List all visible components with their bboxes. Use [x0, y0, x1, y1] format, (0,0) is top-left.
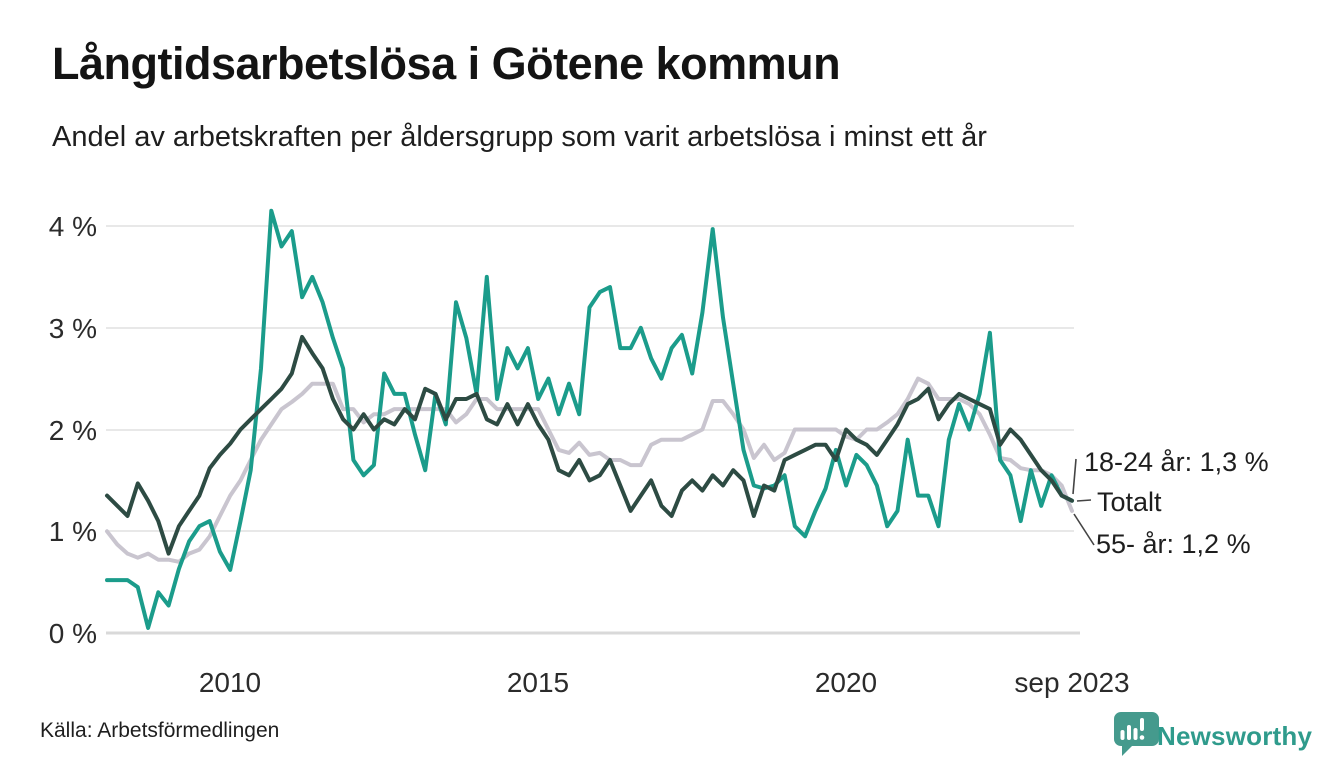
end-label-55: 55- år: 1,2 %: [1096, 529, 1251, 559]
annotations: 18-24 år: 1,3 % Totalt 55- år: 1,2 %: [1084, 447, 1269, 559]
newsworthy-logo: Newsworthy: [1114, 712, 1312, 756]
y-tick-label: 2 %: [49, 415, 97, 446]
exclamation-icon: [1140, 718, 1144, 731]
series-line-55-r: [105, 376, 1074, 564]
page-title: Långtidsarbetslösa i Götene kommun: [52, 38, 841, 89]
bar-icon: [1127, 725, 1131, 740]
y-axis: 0 % 1 % 2 % 3 % 4 %: [49, 211, 97, 649]
y-tick-label: 1 %: [49, 516, 97, 547]
y-tick-label: 3 %: [49, 313, 97, 344]
end-label-totalt: Totalt: [1097, 487, 1162, 517]
leader-line-18-24: [1072, 458, 1077, 495]
series-line-totalt: [105, 334, 1074, 556]
y-tick-label: 0 %: [49, 618, 97, 649]
newsworthy-wordmark: Newsworthy: [1157, 721, 1312, 751]
gridlines: [106, 225, 1080, 635]
chart-subtitle: Andel av arbetskraften per åldersgrupp s…: [52, 121, 987, 153]
bar-icon: [1120, 730, 1125, 740]
leader-line-totalt: [1076, 499, 1092, 502]
source-caption: Källa: Arbetsförmedlingen: [40, 719, 280, 742]
x-tick-label: 2015: [507, 667, 569, 698]
exclamation-dot: [1139, 735, 1145, 740]
series-line-18-24-r: [105, 208, 1074, 630]
leader-line-55: [1073, 513, 1095, 546]
end-label-18-24: 18-24 år: 1,3 %: [1084, 447, 1269, 477]
annotation-leaders: [1072, 458, 1095, 546]
x-axis: 2010 2015 2020 sep 2023: [199, 667, 1130, 698]
x-tick-label: 2020: [815, 667, 877, 698]
series-layer: [105, 208, 1074, 630]
bar-icon: [1133, 728, 1138, 740]
y-tick-label: 4 %: [49, 211, 97, 242]
x-tick-label: sep 2023: [1014, 667, 1129, 698]
x-tick-label: 2010: [199, 667, 261, 698]
newsworthy-icon: [1114, 712, 1159, 756]
